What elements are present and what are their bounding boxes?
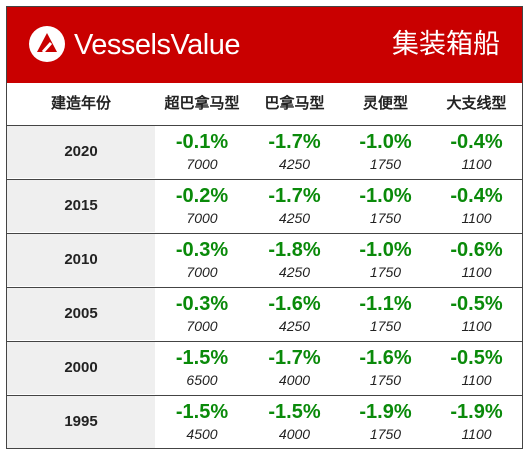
value-change-label: -0.4% [450,185,503,207]
vessel-size-label: 1750 [369,426,402,442]
value-cell: -1.7% 4000 [249,342,340,394]
vessel-size-label: 1750 [369,264,402,280]
value-cell: -1.0% 1750 [340,234,431,286]
brand-name: VesselsValue [74,29,240,61]
header-banner: VesselsValue 集装箱船 [7,7,522,83]
value-cell: -0.5% 1100 [431,342,522,394]
value-change-label: -1.0% [359,185,412,207]
value-change-label: -0.5% [450,293,503,315]
vessel-size-label: 1100 [461,318,492,334]
value-cell: -1.6% 1750 [340,342,431,394]
table-row: 2015 -0.2% 7000 -1.7% 4250 -1.0% 1750 -0.4% 1100 [7,180,522,234]
vessel-size-label: 7000 [186,318,218,334]
table-row: 1995 -1.5% 4500 -1.5% 4000 -1.9% 1750 -1.9% 1100 [7,396,522,450]
vessel-size-label: 4250 [278,318,311,334]
value-change-label: -1.6% [268,293,321,315]
value-change-label: -0.2% [175,185,229,207]
vessel-size-label: 1750 [369,318,402,334]
vessel-size-label: 7000 [186,264,218,280]
value-change-label: -1.7% [268,347,321,369]
value-change-label: -1.6% [359,347,412,369]
vessel-size-label: 1100 [461,426,492,442]
value-change-label: -0.3% [175,293,229,315]
vessel-size-label: 1100 [461,210,492,226]
value-cell: -1.6% 4250 [249,288,340,340]
value-cell: -0.4% 1100 [431,180,522,232]
value-cell: -0.3% 7000 [155,288,249,340]
value-change-label: -1.5% [175,347,229,369]
value-change-label: -1.7% [268,185,321,207]
value-change-label: -1.8% [268,239,321,261]
build-year-cell: 2005 [7,288,155,340]
table-row: 2020 -0.1% 7000 -1.7% 4250 -1.0% 1750 -0.4% 1100 [7,126,522,180]
build-year-cell: 1995 [7,396,155,448]
column-header-1: 超巴拿马型 [164,94,240,112]
vessel-size-label: 7000 [186,156,218,172]
build-year-cell: 2020 [7,126,155,178]
depreciation-table: 建造年份 超巴拿马型 巴拿马型 灵便型 大支线型 2020 -0.1% 7000 -1.7% 4… [7,83,522,450]
value-change-label: -0.3% [175,239,229,261]
value-change-label: -0.5% [450,347,503,369]
vessel-size-label: 1750 [369,156,402,172]
build-year-cell: 2010 [7,234,155,286]
value-change-label: -1.5% [175,401,229,423]
value-change-label: -0.4% [450,131,503,153]
vessel-size-label: 1100 [461,264,492,280]
value-cell: -0.1% 7000 [155,126,249,178]
vesselsvalue-logo-icon [29,26,65,62]
vessel-value-card: VesselsValue 集装箱船 建造年份 超巴拿马型 巴拿马型 灵便型 大支线型 2… [6,6,523,449]
value-change-label: -1.9% [450,401,503,423]
value-cell: -1.9% 1750 [340,396,431,448]
table-header-row: 建造年份 超巴拿马型 巴拿马型 灵便型 大支线型 [7,83,522,126]
vessel-size-label: 4250 [278,264,311,280]
column-header-4: 大支线型 [446,94,507,112]
value-cell: -1.7% 4250 [249,126,340,178]
value-change-label: -1.5% [268,401,321,423]
value-cell: -0.3% 7000 [155,234,249,286]
vessel-size-label: 1100 [461,372,492,388]
value-cell: -1.8% 4250 [249,234,340,286]
vessel-size-label: 6500 [186,372,218,388]
value-cell: -1.1% 1750 [340,288,431,340]
value-cell: -1.5% 4500 [155,396,249,448]
vessel-size-label: 7000 [186,210,218,226]
value-cell: -0.6% 1100 [431,234,522,286]
build-year-cell: 2000 [7,342,155,394]
value-change-label: -1.0% [359,131,412,153]
value-change-label: -1.7% [268,131,321,153]
vessel-size-label: 4000 [278,426,311,442]
vessel-size-label: 4250 [278,210,311,226]
value-cell: -1.0% 1750 [340,126,431,178]
value-change-label: -1.1% [359,293,412,315]
table-row: 2000 -1.5% 6500 -1.7% 4000 -1.6% 1750 -0.5% 1100 [7,342,522,396]
vessel-size-label: 1750 [369,372,402,388]
table-row: 2005 -0.3% 7000 -1.6% 4250 -1.1% 1750 -0.5% 1100 [7,288,522,342]
value-cell: -1.9% 1100 [431,396,522,448]
value-cell: -1.5% 4000 [249,396,340,448]
value-change-label: -1.9% [359,401,412,423]
build-year-cell: 2015 [7,180,155,232]
vessel-size-label: 1750 [369,210,402,226]
value-change-label: -0.1% [175,131,229,153]
vessel-size-label: 4000 [278,372,311,388]
value-cell: -0.5% 1100 [431,288,522,340]
value-cell: -1.5% 6500 [155,342,249,394]
column-header-3: 灵便型 [362,94,408,112]
column-header-build-year: 建造年份 [50,94,111,112]
vessel-size-label: 1100 [461,156,492,172]
vessel-size-label: 4500 [186,426,218,442]
vessel-size-label: 4250 [278,156,311,172]
value-cell: -1.0% 1750 [340,180,431,232]
value-cell: -0.2% 7000 [155,180,249,232]
value-cell: -1.7% 4250 [249,180,340,232]
value-cell: -0.4% 1100 [431,126,522,178]
table-body: 2020 -0.1% 7000 -1.7% 4250 -1.0% 1750 -0.4% 1100… [7,126,522,450]
column-header-2: 巴拿马型 [264,94,325,112]
table-row: 2010 -0.3% 7000 -1.8% 4250 -1.0% 1750 -0.6% 1100 [7,234,522,288]
value-change-label: -0.6% [450,239,503,261]
chart-title: 集装箱船 [392,29,500,60]
value-change-label: -1.0% [359,239,412,261]
